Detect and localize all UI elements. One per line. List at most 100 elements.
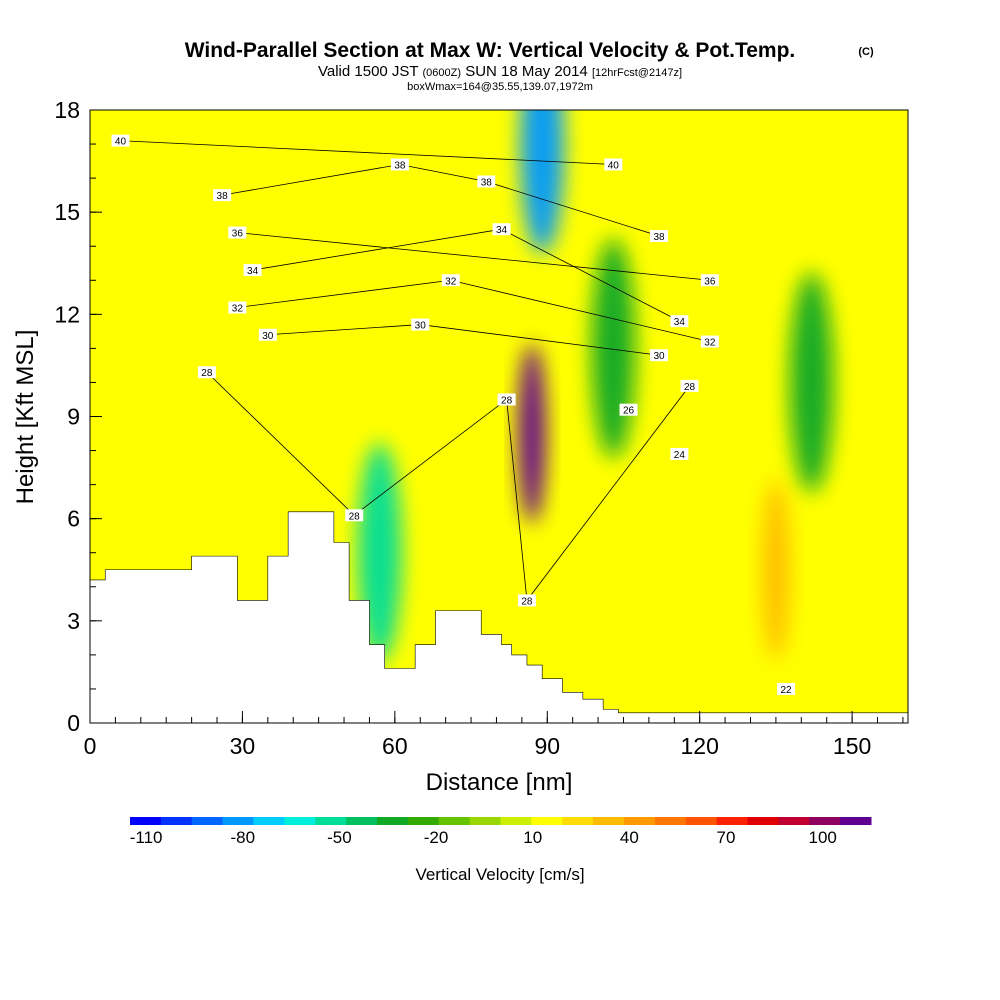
- colorbar-swatch: [407, 817, 440, 825]
- updraft-core: [761, 479, 790, 660]
- downdraft-core: [591, 238, 636, 459]
- downdraft-core: [520, 110, 565, 255]
- colorbar-swatch: [284, 817, 316, 825]
- isentrope-label: 28: [345, 509, 364, 522]
- svg-text:28: 28: [201, 368, 213, 379]
- colorbar-swatch: [593, 817, 625, 825]
- svg-text:28: 28: [521, 596, 533, 607]
- y-tick-label: 0: [67, 710, 80, 736]
- colorbar-swatch: [469, 817, 501, 825]
- svg-text:40: 40: [608, 160, 620, 171]
- y-axis-label: Height [Kft MSL]: [12, 330, 39, 505]
- isentrope-line: [237, 232, 710, 281]
- svg-text:36: 36: [704, 276, 716, 287]
- y-tick-label: 18: [54, 97, 80, 123]
- colorbar-swatch: [747, 817, 779, 825]
- x-axis-label: Distance [nm]: [426, 769, 573, 796]
- isentrope-label: 40: [604, 158, 623, 171]
- x-axis: 0 30 60 90 120 150: [84, 711, 904, 759]
- title-mark: (C): [858, 46, 874, 58]
- svg-text:30: 30: [653, 351, 665, 362]
- y-tick-label: 12: [54, 301, 80, 327]
- isentrope-label: 26: [619, 403, 638, 417]
- isentrope-label: 36: [228, 226, 247, 240]
- svg-text:28: 28: [501, 395, 513, 406]
- colorbar-tick-label: -80: [230, 828, 255, 847]
- colorbar-tick-label: 100: [808, 828, 836, 847]
- isentrope-label: 34: [243, 264, 262, 277]
- isentrope-label: 32: [441, 274, 460, 287]
- colorbar-swatch: [222, 817, 254, 825]
- colorbar-swatch: [531, 817, 563, 825]
- y-tick-label: 9: [67, 404, 80, 430]
- colorbar-swatch: [624, 817, 656, 825]
- svg-text:34: 34: [674, 317, 686, 328]
- svg-text:22: 22: [780, 685, 792, 696]
- x-tick-label: 0: [84, 733, 97, 759]
- isentrope-label: 28: [680, 379, 699, 393]
- x-tick-label: 90: [534, 733, 560, 759]
- colorbar-tick-label: -110: [130, 828, 163, 847]
- isentrope-label: 38: [213, 189, 232, 202]
- svg-text:34: 34: [496, 225, 508, 236]
- svg-text:38: 38: [217, 191, 229, 202]
- isentrope-label: 24: [670, 447, 689, 461]
- isentrope-line: [120, 140, 614, 165]
- colorbar-swatch: [500, 817, 532, 825]
- svg-text:32: 32: [445, 276, 457, 287]
- isentrope-label: 22: [777, 682, 796, 696]
- x-tick-label: 30: [230, 733, 256, 759]
- isentrope-label: 34: [492, 223, 511, 236]
- colorbar-swatch: [315, 817, 347, 825]
- x-tick-label: 150: [833, 733, 871, 759]
- svg-text:32: 32: [232, 304, 244, 315]
- isentrope-label: 32: [700, 335, 719, 349]
- svg-text:40: 40: [115, 137, 127, 148]
- isentrope-label: 32: [228, 301, 247, 315]
- svg-text:30: 30: [262, 331, 274, 342]
- isentrope-label: 34: [670, 315, 689, 328]
- svg-text:32: 32: [704, 338, 716, 349]
- svg-text:28: 28: [684, 382, 696, 393]
- y-axis: 0 3 6 9 12 15 18: [54, 97, 102, 736]
- colorbar-swatch: [346, 817, 378, 825]
- chart-subtitle: Valid 1500 JST (0600Z) SUN 18 May 2014 […: [318, 63, 682, 80]
- svg-text:38: 38: [481, 178, 493, 189]
- colorbar-swatch: [438, 817, 471, 825]
- isentrope-label: 30: [650, 349, 669, 362]
- x-tick-label: 120: [681, 733, 719, 759]
- colorbar: -110 -80 -50 -20 10 40 70 100: [130, 817, 872, 847]
- isentrope-label: 28: [197, 366, 216, 379]
- y-tick-label: 6: [67, 506, 80, 532]
- isentrope-label: 36: [700, 274, 719, 287]
- colorbar-tick-label: 40: [620, 828, 639, 847]
- colorbar-swatch: [562, 817, 594, 825]
- colorbar-swatch: [809, 817, 841, 825]
- isentrope-label: 28: [517, 594, 536, 607]
- colorbar-swatch: [778, 817, 810, 825]
- isentrope-label: 30: [258, 328, 277, 342]
- colorbar-swatch: [160, 817, 193, 825]
- colorbar-swatch: [253, 817, 285, 825]
- downdraft-core: [789, 272, 834, 493]
- svg-text:38: 38: [394, 160, 406, 171]
- y-tick-label: 3: [67, 608, 80, 634]
- isentrope-labels: 40 40 38 38 38 38 36 36 34 34 34 32 32 32 30 30 30 28 28 28…: [111, 134, 796, 696]
- colorbar-swatch: [130, 817, 162, 825]
- colorbar-swatch: [377, 817, 409, 825]
- colorbar-tick-label: 10: [523, 828, 542, 847]
- y-tick-label: 15: [54, 199, 80, 225]
- colorbar-tick-label: -20: [424, 828, 449, 847]
- svg-text:26: 26: [623, 406, 635, 417]
- svg-text:24: 24: [674, 450, 686, 461]
- svg-text:30: 30: [415, 321, 427, 332]
- svg-text:36: 36: [232, 229, 244, 240]
- svg-text:38: 38: [653, 232, 665, 243]
- isentrope-label: 38: [390, 158, 409, 171]
- chart-title: Wind-Parallel Section at Max W: Vertical…: [185, 39, 796, 62]
- colorbar-swatch: [716, 817, 748, 825]
- info-line: boxWmax=164@35.55,139.07,1972m: [407, 81, 593, 93]
- svg-text:34: 34: [247, 266, 259, 277]
- isentrope-label: 40: [111, 134, 130, 148]
